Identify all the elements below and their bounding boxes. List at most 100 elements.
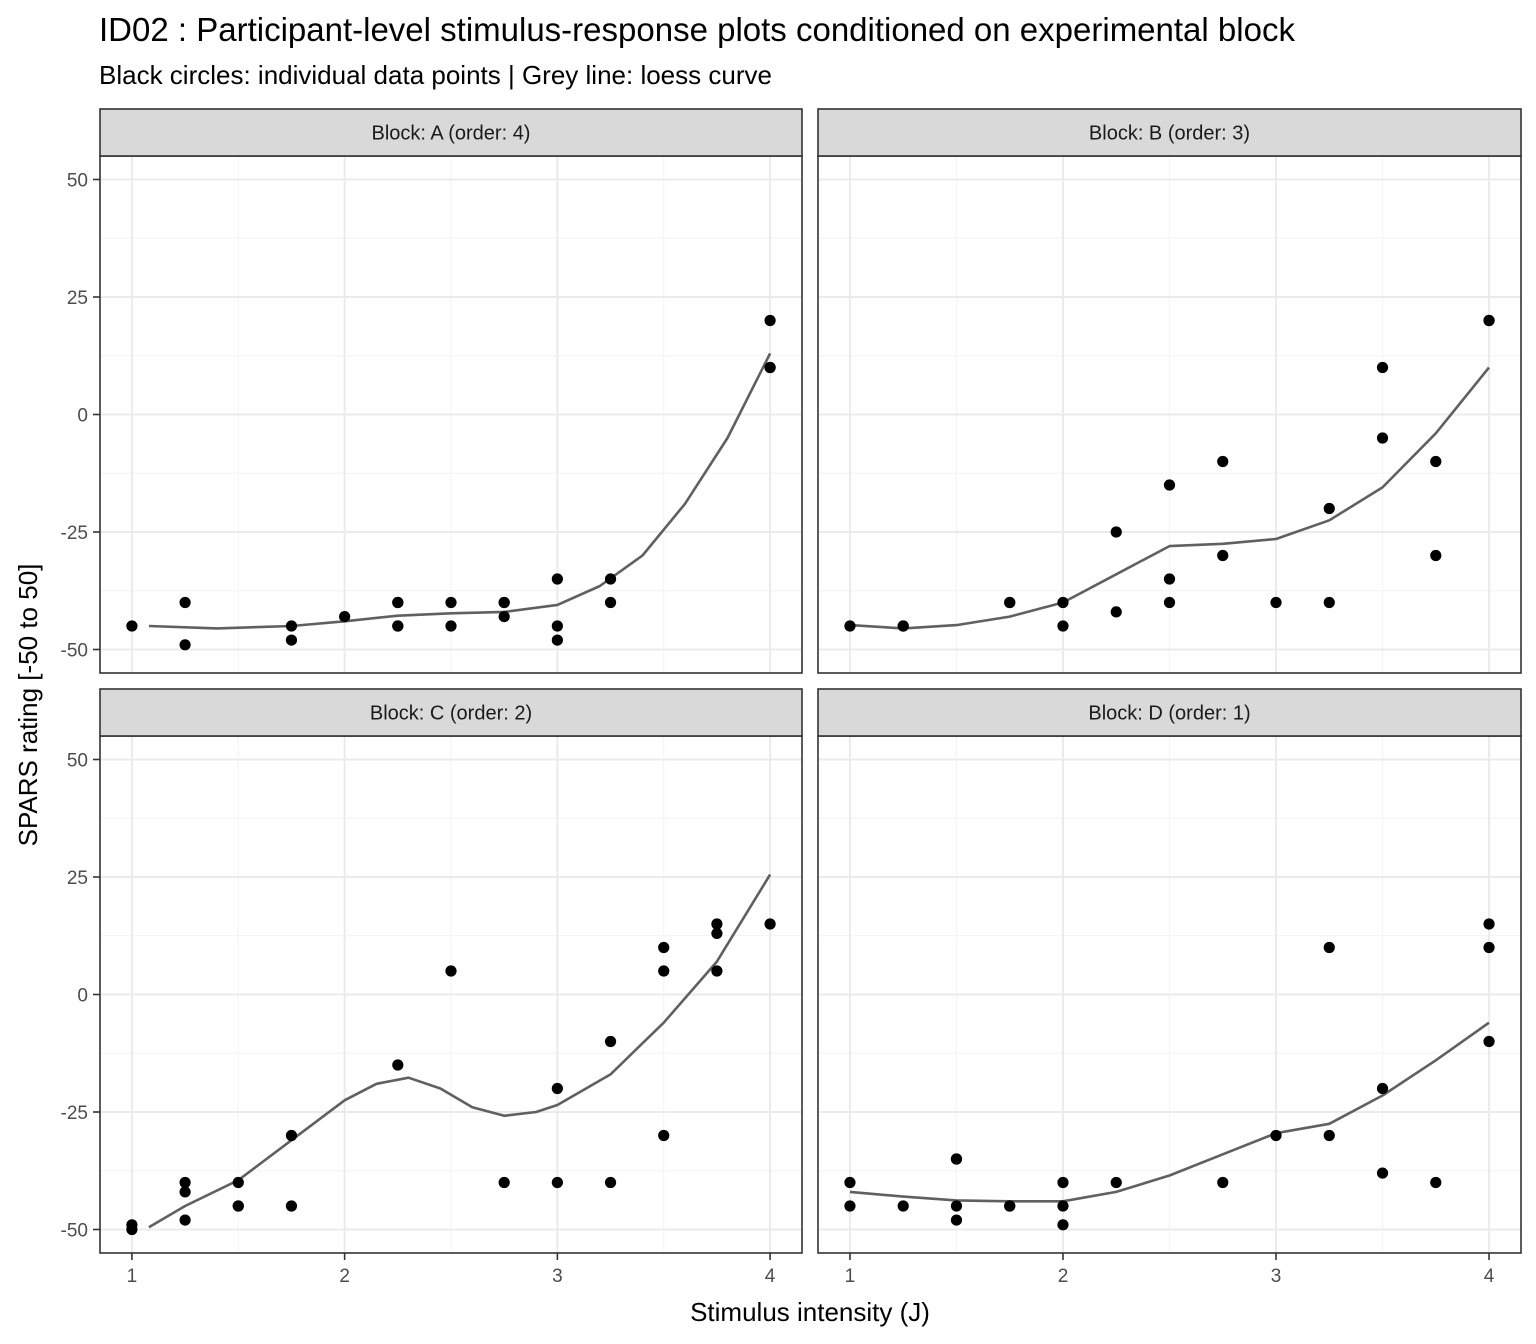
- data-point: [179, 1214, 191, 1226]
- data-point: [1057, 1219, 1069, 1231]
- y-axis-title: SPARS rating [-50 to 50]: [13, 564, 43, 847]
- data-point: [844, 1200, 856, 1212]
- data-point: [551, 634, 563, 646]
- data-point: [1323, 502, 1335, 515]
- data-point: [445, 620, 457, 632]
- chart-subtitle: Black circles: individual data points | …: [99, 60, 772, 90]
- data-point: [1483, 918, 1495, 930]
- data-point: [498, 1176, 510, 1189]
- data-point: [179, 596, 191, 609]
- data-point: [950, 1153, 963, 1165]
- facet-strip: [99, 108, 803, 157]
- facet-strip: [817, 108, 1522, 157]
- x-axis-title: Stimulus intensity (J): [690, 1297, 930, 1327]
- data-point: [285, 620, 298, 632]
- data-point: [1483, 1035, 1495, 1048]
- data-point: [1110, 606, 1122, 618]
- data-point: [126, 1223, 138, 1236]
- data-point: [897, 1200, 909, 1212]
- data-point: [1217, 1176, 1229, 1189]
- data-point: [179, 1186, 191, 1198]
- data-point: [711, 965, 723, 977]
- data-point: [658, 965, 670, 977]
- y-tick-label: 50: [67, 171, 88, 192]
- loess-curve: [148, 873, 772, 1229]
- data-point: [764, 314, 776, 327]
- data-point: [844, 1176, 856, 1189]
- data-point: [1110, 1176, 1122, 1189]
- panels-group: Block: A (order: 4) -50 -25 0 25 50 Block: B (…: [61, 108, 1522, 1287]
- data-point: [551, 1082, 563, 1095]
- data-point: [1376, 432, 1389, 444]
- data-point: [897, 620, 909, 632]
- y-tick-label: -50: [61, 641, 88, 662]
- data-point: [1217, 455, 1229, 468]
- y-tick-label: -25: [61, 1103, 88, 1124]
- data-point: [604, 1035, 617, 1048]
- data-point: [844, 620, 856, 632]
- data-point: [1270, 1129, 1282, 1142]
- facet-strip-label: Block: B (order: 3): [1089, 123, 1250, 145]
- data-point: [658, 941, 670, 954]
- panel-2: Block: C (order: 2) -50 -25 0 25 50 1 2 3 4: [61, 688, 803, 1287]
- data-point: [1217, 549, 1229, 562]
- data-point: [1004, 596, 1016, 609]
- data-point: [1004, 1200, 1016, 1212]
- data-point: [232, 1200, 244, 1212]
- data-point: [551, 573, 563, 585]
- x-tick-label: 3: [1271, 1266, 1282, 1287]
- data-point: [1323, 1129, 1335, 1142]
- data-point: [711, 927, 723, 940]
- data-point: [604, 1176, 617, 1189]
- y-tick-label: 0: [77, 986, 88, 1007]
- data-point: [1110, 526, 1122, 538]
- data-point: [126, 620, 138, 632]
- data-point: [1430, 1176, 1442, 1189]
- facet-strip: [817, 688, 1522, 737]
- data-point: [1483, 314, 1495, 327]
- panel-1: Block: B (order: 3): [817, 108, 1522, 674]
- x-tick-label: 2: [339, 1266, 350, 1287]
- data-point: [392, 596, 404, 609]
- data-point: [1057, 620, 1069, 632]
- x-tick-label: 1: [845, 1266, 856, 1287]
- data-point: [285, 1129, 298, 1142]
- data-point: [445, 965, 457, 977]
- data-point: [1323, 596, 1335, 609]
- x-tick-label: 2: [1058, 1266, 1069, 1287]
- data-point: [1163, 573, 1176, 585]
- y-tick-label: 50: [67, 751, 88, 772]
- data-point: [604, 596, 617, 609]
- data-point: [179, 1176, 191, 1189]
- y-tick-label: 25: [67, 288, 88, 309]
- data-point: [339, 611, 351, 623]
- data-point: [950, 1200, 963, 1212]
- data-point: [764, 361, 776, 374]
- x-tick-label: 4: [1484, 1266, 1495, 1287]
- x-tick-label: 3: [552, 1266, 563, 1287]
- x-tick-label: 4: [765, 1266, 776, 1287]
- data-point: [1430, 549, 1442, 562]
- y-tick-label: 25: [67, 868, 88, 889]
- y-tick-label: -25: [61, 523, 88, 544]
- data-point: [764, 918, 776, 930]
- y-tick-label: 0: [77, 406, 88, 427]
- panel-0: Block: A (order: 4) -50 -25 0 25 50: [61, 108, 803, 674]
- loess-curve: [849, 366, 1491, 630]
- facet-strip: [99, 688, 803, 737]
- data-point: [392, 1059, 404, 1071]
- data-point: [1057, 1200, 1069, 1212]
- data-point: [1323, 941, 1335, 954]
- data-point: [1376, 1082, 1389, 1095]
- chart-title: ID02 : Participant-level stimulus-respon…: [99, 11, 1295, 48]
- data-point: [551, 620, 563, 632]
- data-point: [1163, 596, 1176, 609]
- panel-3: Block: D (order: 1) 1 2 3 4: [817, 688, 1522, 1287]
- data-point: [232, 1176, 244, 1189]
- data-point: [711, 918, 723, 930]
- data-point: [1057, 1176, 1069, 1189]
- data-point: [604, 573, 617, 585]
- data-point: [498, 611, 510, 623]
- data-point: [285, 1200, 298, 1212]
